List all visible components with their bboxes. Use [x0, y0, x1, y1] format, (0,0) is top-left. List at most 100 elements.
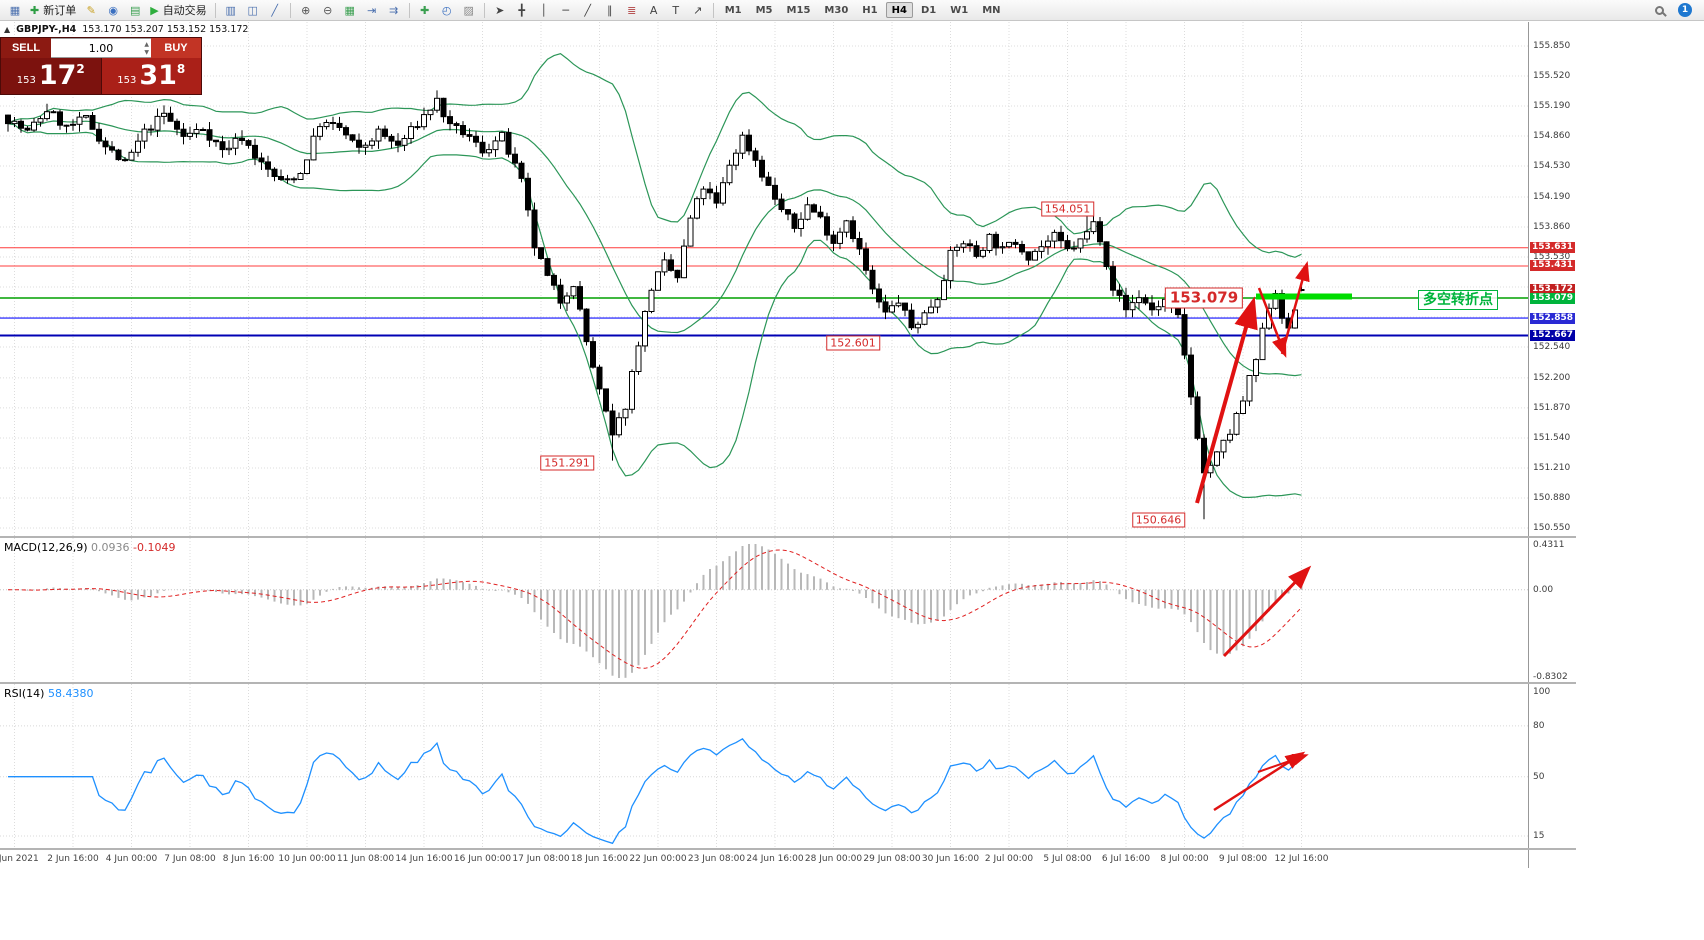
- candlestick-chart-icon[interactable]: ◫: [247, 3, 258, 17]
- autotrading-button[interactable]: ▶ 自动交易: [147, 2, 209, 19]
- notification-badge[interactable]: 1: [1678, 3, 1692, 17]
- time-axis-label: 1 Jun 2021: [0, 854, 39, 864]
- search-icon[interactable]: [1649, 2, 1669, 19]
- time-axis-label: 22 Jun 00:00: [629, 854, 687, 864]
- fibonacci-icon[interactable]: ≣: [627, 3, 637, 17]
- timeframe-w1-button[interactable]: W1: [950, 5, 969, 16]
- text-icon[interactable]: A: [649, 3, 658, 17]
- metaeditor-icon[interactable]: ✎: [86, 3, 96, 17]
- horizontal-line-icon[interactable]: ─: [562, 3, 569, 17]
- volume-down-icon[interactable]: ▼: [144, 49, 149, 56]
- trendline-icon[interactable]: ╱: [584, 3, 591, 17]
- price-axis-label: 151.210: [1533, 462, 1571, 473]
- timeframe-h4-button[interactable]: H4: [885, 2, 913, 18]
- macd-panel[interactable]: MACD(12,26,9) 0.0936 -0.1049: [0, 538, 1528, 682]
- trend-arrow[interactable]: [1213, 751, 1309, 812]
- time-axis-label: 18 Jun 16:00: [570, 854, 629, 864]
- axis-price-tag: 153.172: [1530, 284, 1575, 296]
- price-axis-label: 152.200: [1533, 372, 1571, 383]
- price-axis-label: 151.540: [1533, 432, 1571, 443]
- time-axis-label: 9 Jul 08:00: [1218, 854, 1268, 864]
- timeframe-mn-button[interactable]: MN: [982, 5, 1001, 16]
- time-axis-label: 17 Jun 08:00: [512, 854, 570, 864]
- cursor-icon[interactable]: ➤: [495, 3, 505, 17]
- channel-icon[interactable]: ∥: [606, 3, 613, 17]
- price-axis-label: 154.860: [1533, 131, 1571, 142]
- rsi-level-lines: [0, 725, 1528, 837]
- trend-arrow[interactable]: [1222, 565, 1312, 658]
- time-axis-label: 11 Jun 08:00: [336, 854, 395, 864]
- timeframe-h1-button[interactable]: H1: [862, 5, 878, 16]
- time-axis-label: 6 Jul 16:00: [1101, 854, 1151, 864]
- time-axis-label: 23 Jun 08:00: [687, 854, 746, 864]
- chart-shift-icon[interactable]: ⇉: [389, 3, 399, 17]
- horizontal-level-lines[interactable]: [0, 247, 1528, 337]
- time-axis-label: 10 Jun 00:00: [278, 854, 336, 864]
- crosshair-icon[interactable]: ╋: [518, 3, 525, 17]
- price-chart-panel[interactable]: ▲ GBPJPY-,H4 153.170 153.207 153.152 153…: [0, 22, 1528, 536]
- rsi-chart: [0, 684, 1528, 848]
- time-axis-label: 5 Jul 08:00: [1043, 854, 1092, 864]
- price-axis[interactable]: 155.850 155.520 155.190 154.860 154.530 154.1…: [1528, 22, 1576, 868]
- time-axis[interactable]: 1 Jun 2021 2 Jun 16:00 4 Jun 00:00 7 Jun 08…: [0, 850, 1528, 868]
- time-axis-label: 7 Jun 08:00: [164, 854, 216, 864]
- zoom-out-icon[interactable]: ⊖: [323, 3, 333, 17]
- tile-windows-icon[interactable]: ▦: [344, 3, 355, 17]
- sell-price[interactable]: 153 17 2: [1, 58, 101, 94]
- collapse-arrow-icon[interactable]: ▲: [4, 25, 11, 34]
- toolbar-separator: [408, 2, 410, 18]
- panel-separator[interactable]: [0, 682, 1576, 684]
- rsi-axis-label: 15: [1533, 830, 1545, 841]
- vertical-gridlines: [14, 684, 1302, 848]
- timeframe-m15-button[interactable]: M15: [786, 5, 811, 16]
- pivot-highlight-line[interactable]: [1256, 293, 1352, 300]
- macd-signal-line: [7, 549, 1302, 669]
- symbol-period-label: GBPJPY-,H4: [16, 24, 77, 35]
- zoom-in-icon[interactable]: ⊕: [301, 3, 311, 17]
- volume-value: 1.00: [88, 41, 114, 55]
- one-click-trading-widget: SELL 1.00 ▲ ▼ BUY 153 17 2 153 31 8: [0, 37, 202, 95]
- rsi-axis-label: 80: [1533, 720, 1545, 731]
- candlestick-chart[interactable]: [0, 22, 1528, 536]
- price-axis-label: 150.880: [1533, 492, 1571, 503]
- volume-up-icon[interactable]: ▲: [144, 41, 149, 48]
- auto-scroll-icon[interactable]: ⇥: [367, 3, 377, 17]
- bar-chart-icon[interactable]: ▥: [225, 3, 236, 17]
- price-axis-label: 153.860: [1533, 221, 1571, 232]
- indicators-icon[interactable]: ✚: [420, 3, 430, 17]
- timeframe-m30-button[interactable]: M30: [824, 5, 849, 16]
- price-axis-label: 151.870: [1533, 402, 1571, 413]
- new-order-button[interactable]: ✚ 新订单: [27, 2, 79, 19]
- time-axis-label: 29 Jun 08:00: [863, 854, 921, 864]
- price-axis-label: 153.530: [1533, 251, 1571, 262]
- time-axis-label: 2 Jul 00:00: [984, 854, 1034, 864]
- timeframe-d1-button[interactable]: D1: [920, 5, 937, 16]
- buy-button[interactable]: BUY: [151, 38, 201, 58]
- panel-separator[interactable]: [0, 536, 1576, 538]
- macd-histogram: [13, 544, 1303, 678]
- market-watch-icon[interactable]: ▤: [130, 3, 141, 17]
- sell-button[interactable]: SELL: [1, 38, 51, 58]
- line-chart-icon[interactable]: ╱: [271, 3, 278, 17]
- rsi-panel[interactable]: RSI(14) 58.4380: [0, 684, 1528, 848]
- quote-bar: ▲ GBPJPY-,H4 153.170 153.207 153.152 153…: [4, 24, 248, 35]
- autotrading-button-label: 自动交易: [162, 4, 207, 17]
- trend-arrow[interactable]: [1195, 260, 1310, 504]
- price-axis-label: 154.190: [1533, 191, 1571, 202]
- periods-icon[interactable]: ◴: [441, 3, 452, 17]
- label-icon[interactable]: T: [672, 3, 680, 17]
- macd-axis-label: 0.4311: [1533, 540, 1565, 550]
- arrows-icon[interactable]: ↗: [693, 3, 703, 17]
- vertical-line-icon[interactable]: │: [540, 3, 547, 17]
- new-order-icon: ✚: [30, 3, 40, 17]
- templates-icon[interactable]: ▨: [463, 3, 474, 17]
- price-axis-label: 154.530: [1533, 161, 1571, 172]
- buy-price[interactable]: 153 31 8: [100, 58, 201, 94]
- timeframe-m5-button[interactable]: M5: [755, 5, 773, 16]
- toolbar-separator: [712, 2, 714, 18]
- navigator-icon[interactable]: ◉: [108, 3, 119, 17]
- timeframe-m1-button[interactable]: M1: [724, 5, 742, 16]
- toolbar-separator: [289, 2, 291, 18]
- volume-input[interactable]: 1.00 ▲ ▼: [51, 38, 151, 58]
- new-chart-icon[interactable]: ▦: [9, 3, 21, 17]
